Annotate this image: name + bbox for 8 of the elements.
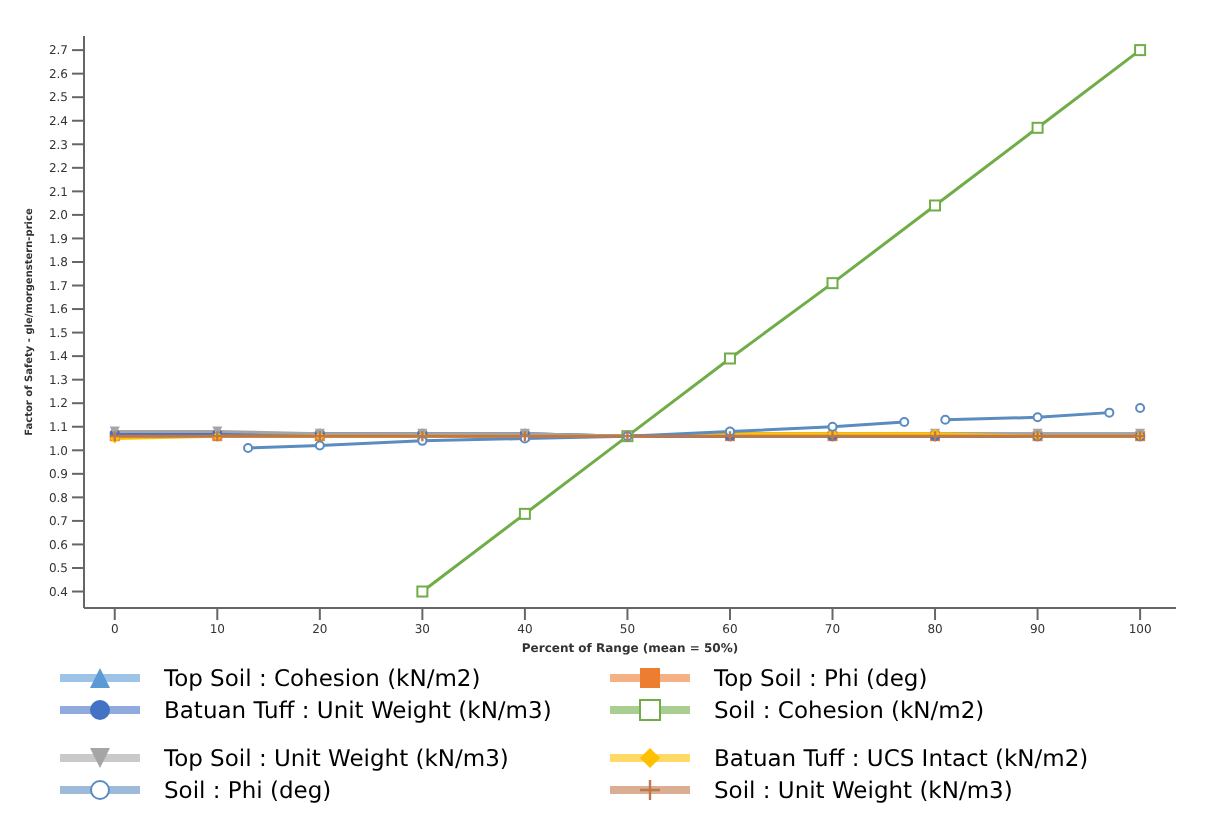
legend-label: Batuan Tuff : Unit Weight (kN/m3): [164, 696, 552, 724]
legend-label: Soil : Unit Weight (kN/m3): [714, 776, 1013, 804]
legend-label: Soil : Phi (deg): [164, 776, 332, 804]
legend-label: Top Soil : Phi (deg): [714, 664, 928, 692]
legend-label: Top Soil : Cohesion (kN/m2): [164, 664, 481, 692]
legend-label: Batuan Tuff : UCS Intact (kN/m2): [714, 744, 1089, 772]
legend-label: Soil : Cohesion (kN/m2): [714, 696, 985, 724]
legend-label: Top Soil : Unit Weight (kN/m3): [164, 744, 509, 772]
